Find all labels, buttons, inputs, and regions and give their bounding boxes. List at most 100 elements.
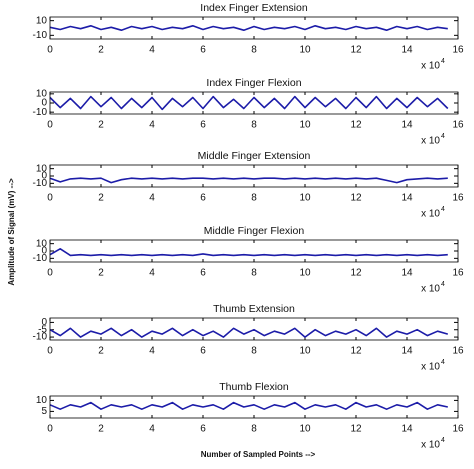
x-tick-label: 4 [149,45,155,56]
x-tick-label: 14 [401,45,413,56]
x-tick-label: 14 [401,193,413,204]
x-tick-label: 4 [149,268,155,279]
panel-title: Index Finger Extension [200,2,308,14]
x-tick-label: 8 [251,193,257,204]
x-exponent: 4 [441,206,445,213]
signal-line [49,25,448,31]
y-axis-label: Amplitude of Signal (mV) --> [7,178,16,286]
y-tick-label: 0 [41,98,47,109]
x-tick-label: 10 [299,268,311,279]
panel-title: Thumb Extension [213,303,295,315]
x-multiplier: x 10 [421,362,440,373]
y-tick-label: -10 [33,107,48,118]
x-multiplier: x 10 [421,284,440,295]
x-exponent: 4 [441,133,445,140]
signal-line [49,177,448,184]
x-tick-label: 16 [452,120,464,131]
x-tick-label: 2 [98,45,104,56]
x-tick-label: 0 [47,424,53,435]
x-axis-label: Number of Sampled Points --> [201,450,316,459]
x-tick-label: 2 [98,424,104,435]
axes-box [49,91,459,115]
x-tick-label: 0 [47,120,53,131]
x-multiplier: x 10 [421,136,440,147]
axes-box [49,164,459,188]
y-tick-label: 0 [41,171,47,182]
x-tick-label: 8 [251,120,257,131]
x-tick-label: 16 [452,193,464,204]
x-tick-label: 6 [200,346,206,357]
y-tick-label: -5 [38,324,47,335]
x-tick-label: 2 [98,120,104,131]
x-tick-label: 16 [452,346,464,357]
x-tick-label: 8 [251,45,257,56]
x-tick-label: 12 [350,346,362,357]
x-tick-label: 10 [299,193,311,204]
y-tick-label: -10 [33,332,48,343]
x-tick-label: 2 [98,268,104,279]
x-tick-label: 12 [350,424,362,435]
x-tick-label: 6 [200,45,206,56]
x-multiplier: x 10 [421,61,440,72]
y-tick-label: -10 [33,30,48,41]
x-multiplier: x 10 [421,440,440,451]
x-tick-label: 10 [299,120,311,131]
x-tick-label: 16 [452,45,464,56]
x-tick-label: 8 [251,268,257,279]
panel-title: Index Finger Flexion [206,77,301,89]
x-tick-label: 12 [350,268,362,279]
x-tick-label: 6 [200,120,206,131]
x-tick-label: 6 [200,424,206,435]
x-tick-label: 2 [98,193,104,204]
y-tick-label: 10 [36,395,48,406]
x-tick-label: 2 [98,346,104,357]
x-tick-label: 12 [350,45,362,56]
signal-line [49,95,449,111]
x-tick-label: 4 [149,193,155,204]
x-tick-label: 0 [47,346,53,357]
x-tick-label: 10 [299,45,311,56]
x-tick-label: 16 [452,268,464,279]
x-tick-label: 14 [401,120,413,131]
panel-title: Thumb Flexion [219,381,289,393]
axes-box [49,395,459,419]
x-tick-label: 14 [401,268,413,279]
x-tick-label: 4 [149,120,155,131]
x-exponent: 4 [441,437,445,444]
y-tick-label: 10 [36,238,48,249]
y-tick-label: 0 [41,317,47,328]
x-exponent: 4 [441,359,445,366]
x-exponent: 4 [441,58,445,65]
axes-box [49,16,459,40]
x-tick-label: 10 [299,424,311,435]
x-tick-label: 14 [401,424,413,435]
panel-title: Middle Finger Extension [198,150,311,162]
x-tick-label: 6 [200,193,206,204]
x-tick-label: 8 [251,424,257,435]
signal-line [49,401,448,410]
y-tick-label: -10 [33,178,48,189]
axes-box [49,239,459,263]
y-tick-label: -10 [33,253,48,264]
x-tick-label: 10 [299,346,311,357]
signal-line [49,327,449,338]
y-tick-label: 0 [41,246,47,257]
x-multiplier: x 10 [421,209,440,220]
y-tick-label: 10 [36,163,48,174]
x-tick-label: 0 [47,193,53,204]
x-tick-label: 12 [350,120,362,131]
axes-box [49,317,459,341]
signal-line [49,248,448,257]
x-tick-label: 6 [200,268,206,279]
x-exponent: 4 [441,281,445,288]
x-tick-label: 16 [452,424,464,435]
x-tick-label: 14 [401,346,413,357]
x-tick-label: 12 [350,193,362,204]
panel-title: Middle Finger Flexion [204,225,305,237]
x-tick-label: 4 [149,346,155,357]
x-tick-label: 0 [47,45,53,56]
x-tick-label: 4 [149,424,155,435]
x-tick-label: 0 [47,268,53,279]
x-tick-label: 8 [251,346,257,357]
